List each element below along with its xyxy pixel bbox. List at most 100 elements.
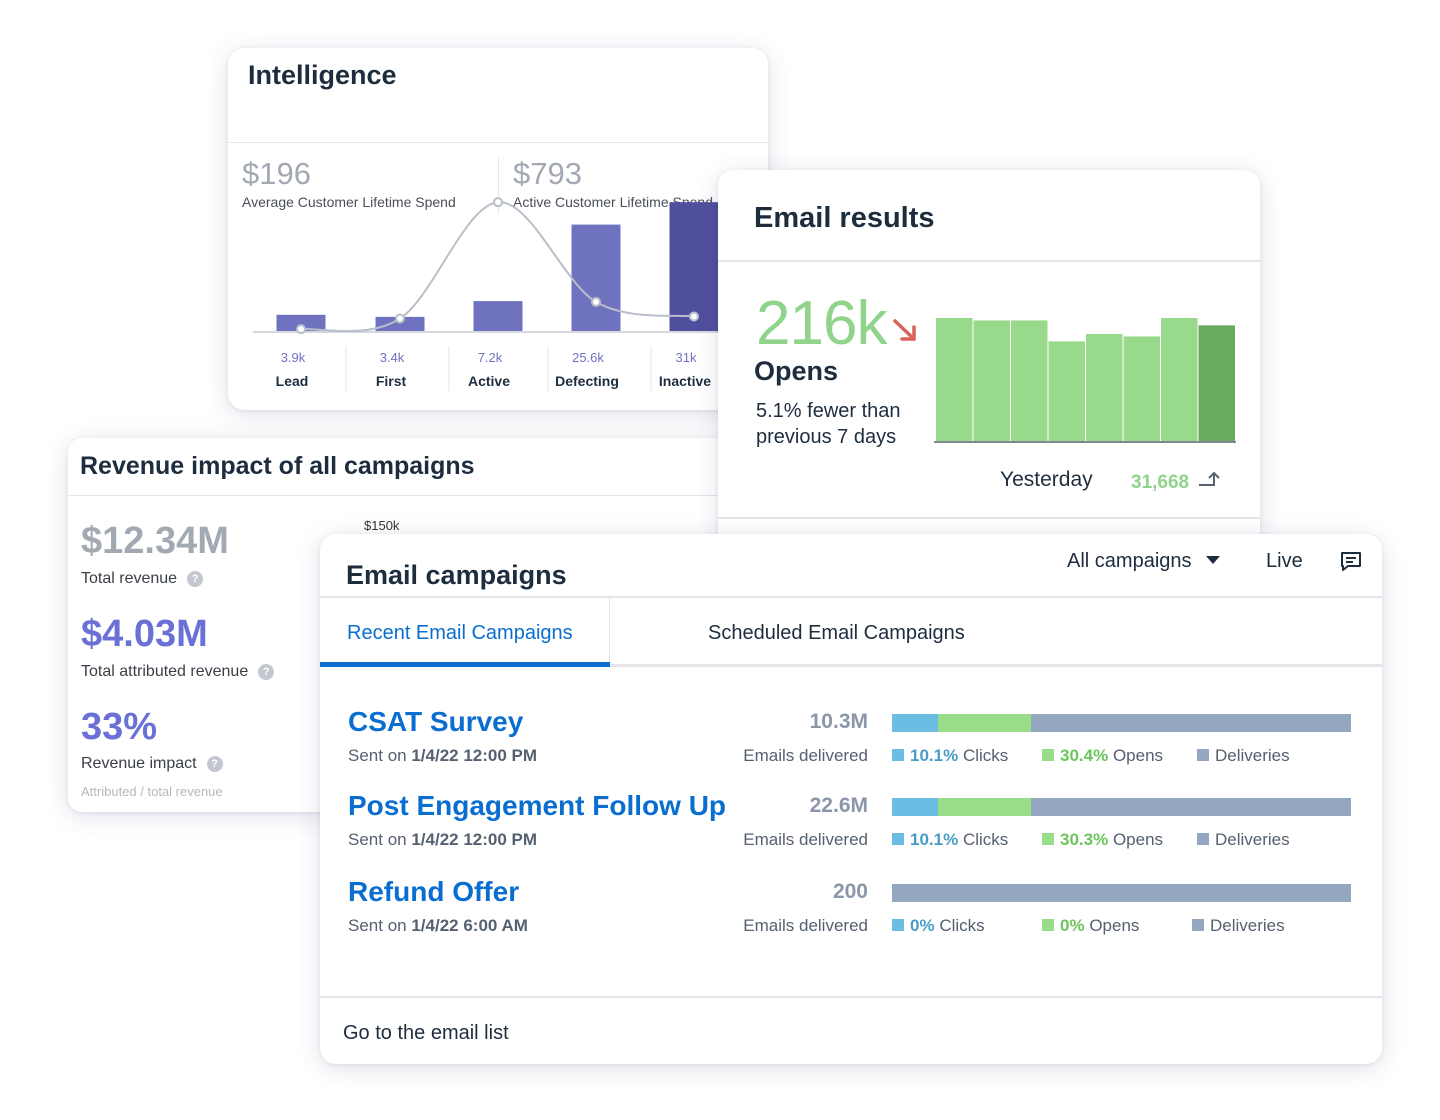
email-campaigns-card: Email campaigns All campaigns Live Recen… (320, 534, 1382, 1064)
deliveries-legend: Deliveries (1197, 746, 1290, 766)
category-label: Lead (276, 373, 309, 389)
opens-segment (938, 714, 1032, 732)
help-icon[interactable]: ? (206, 756, 223, 772)
opens-percent: 30.3% (1060, 830, 1109, 849)
campaign-name[interactable]: Refund Offer (348, 876, 520, 907)
live-button[interactable]: Live (1266, 550, 1303, 572)
curve-point (493, 197, 503, 208)
deliveries-swatch (1197, 749, 1209, 761)
opens-day-bar (1011, 320, 1048, 441)
kpi-average-lifetime-spend: $196 Average Customer Lifetime Spend (242, 156, 456, 210)
curve-point (395, 313, 405, 324)
deliveries-segment (1031, 798, 1351, 816)
clicks-legend: 10.1% Clicks (892, 830, 1008, 850)
revenue-divider (68, 495, 728, 496)
campaign-filter-value: All campaigns (1067, 550, 1192, 572)
campaign-filter-dropdown[interactable]: All campaigns (1067, 550, 1220, 573)
deliveries-label: Deliveries (1210, 916, 1285, 935)
sent-prefix: Sent on (348, 746, 407, 765)
intelligence-card: Intelligence $196 Average Customer Lifet… (228, 48, 768, 410)
category-label: Active (468, 373, 510, 389)
email-results-card: Email results 216k Opens 5.1% fewer than… (718, 170, 1260, 570)
clicks-label: Clicks (939, 916, 985, 935)
bar-data-label: 3.9k (281, 350, 306, 365)
revenue-axis-label: $150k (364, 518, 400, 533)
curve-point (296, 324, 306, 335)
campaign-sent-date: Sent on 1/4/22 12:00 PM (348, 746, 537, 766)
tab-recent-email-campaigns[interactable]: Recent Email Campaigns (347, 622, 573, 644)
clicks-legend: 0% Clicks (892, 916, 985, 936)
clicks-percent: 0% (910, 916, 935, 935)
revenue-impact-value: 33% (81, 706, 158, 748)
opens-label: Opens (1112, 830, 1164, 849)
total-revenue-label: Total revenue? (81, 570, 204, 588)
deliveries-legend: Deliveries (1197, 830, 1290, 850)
opens-day-bar (1123, 336, 1160, 441)
sent-datetime: 1/4/22 12:00 PM (411, 830, 538, 849)
emails-delivered-label: Emails delivered (743, 916, 868, 935)
kpi-value: $793 (513, 156, 582, 191)
curve-point (591, 296, 601, 307)
opens-day-bar (1161, 318, 1198, 441)
campaign-sent-date: Sent on 1/4/22 12:00 PM (348, 830, 537, 850)
delivery-stacked-bar (892, 798, 1351, 816)
active-tab-indicator (320, 662, 610, 667)
campaign-row[interactable]: Post Engagement Follow Up Sent on 1/4/22 … (320, 790, 1382, 860)
delivery-stacked-bar (892, 714, 1351, 732)
campaign-name[interactable]: CSAT Survey (348, 706, 524, 737)
delivery-stacked-bar (892, 884, 1351, 902)
email-campaigns-title: Email campaigns (346, 560, 567, 590)
opens-segment (938, 798, 1032, 816)
campaign-row[interactable]: CSAT Survey Sent on 1/4/22 12:00 PM 10.3M E… (320, 706, 1382, 776)
campaign-row[interactable]: Refund Offer Sent on 1/4/22 6:00 AM 200 Ema… (320, 876, 1382, 946)
clicks-swatch (892, 833, 904, 845)
footer-divider (320, 996, 1382, 998)
opens-comparison: 5.1% fewer than previous 7 days (756, 400, 901, 448)
campaign-name[interactable]: Post Engagement Follow Up (348, 790, 727, 821)
sent-prefix: Sent on (348, 916, 407, 935)
opens-label: Opens (1112, 746, 1164, 765)
attributed-revenue-label: Total attributed revenue? (81, 663, 275, 681)
kpi-label: Active Customer Lifetime Spend (513, 194, 713, 210)
yesterday-value: 31,668 (1131, 472, 1190, 493)
help-icon[interactable]: ? (258, 664, 275, 680)
opens-bar-chart (934, 318, 1236, 443)
clicks-percent: 10.1% (910, 830, 959, 849)
opens-swatch (1042, 919, 1054, 931)
revenue-impact-label: Revenue impact? (81, 755, 223, 773)
clicks-segment (892, 798, 939, 816)
opens-label: Opens (754, 356, 839, 386)
opens-day-bar (1086, 333, 1123, 441)
kpi-separator (498, 158, 499, 214)
tab-scheduled-email-campaigns[interactable]: Scheduled Email Campaigns (708, 622, 965, 644)
kpi-label: Average Customer Lifetime Spend (242, 194, 456, 210)
opens-legend: 30.4% Opens (1042, 746, 1163, 766)
deliveries-label: Deliveries (1215, 830, 1290, 849)
emails-delivered-label: Emails delivered (743, 830, 868, 849)
help-icon[interactable]: ? (187, 571, 204, 587)
metric-label-text: Total revenue (81, 570, 178, 587)
bar-data-label: 7.2k (478, 350, 503, 365)
clicks-legend: 10.1% Clicks (892, 746, 1008, 766)
trend-down-arrow-icon (893, 319, 916, 341)
bar-active (473, 301, 523, 331)
bar-lead (276, 314, 326, 331)
bar-data-label: 25.6k (572, 350, 604, 365)
email-results-title: Email results (754, 202, 935, 234)
deliveries-swatch (1197, 833, 1209, 845)
opens-legend: 0% Opens (1042, 916, 1139, 936)
metric-label-text: Revenue impact (81, 755, 197, 772)
emails-delivered-count: 22.6M (809, 794, 868, 817)
emails-delivered-label: Emails delivered (743, 746, 868, 765)
opens-big-value: 216k (756, 289, 887, 358)
go-to-email-list-link[interactable]: Go to the email list (343, 1022, 509, 1044)
emails-delivered-count: 200 (832, 880, 868, 903)
deliveries-segment (1031, 714, 1351, 732)
opens-swatch (1042, 833, 1054, 845)
intelligence-title: Intelligence (248, 60, 397, 90)
sent-prefix: Sent on (348, 830, 407, 849)
deliveries-segment (892, 884, 1351, 902)
total-revenue-value: $12.34M (81, 520, 229, 562)
comment-icon[interactable] (1340, 551, 1362, 573)
email-results-divider (718, 260, 1260, 262)
